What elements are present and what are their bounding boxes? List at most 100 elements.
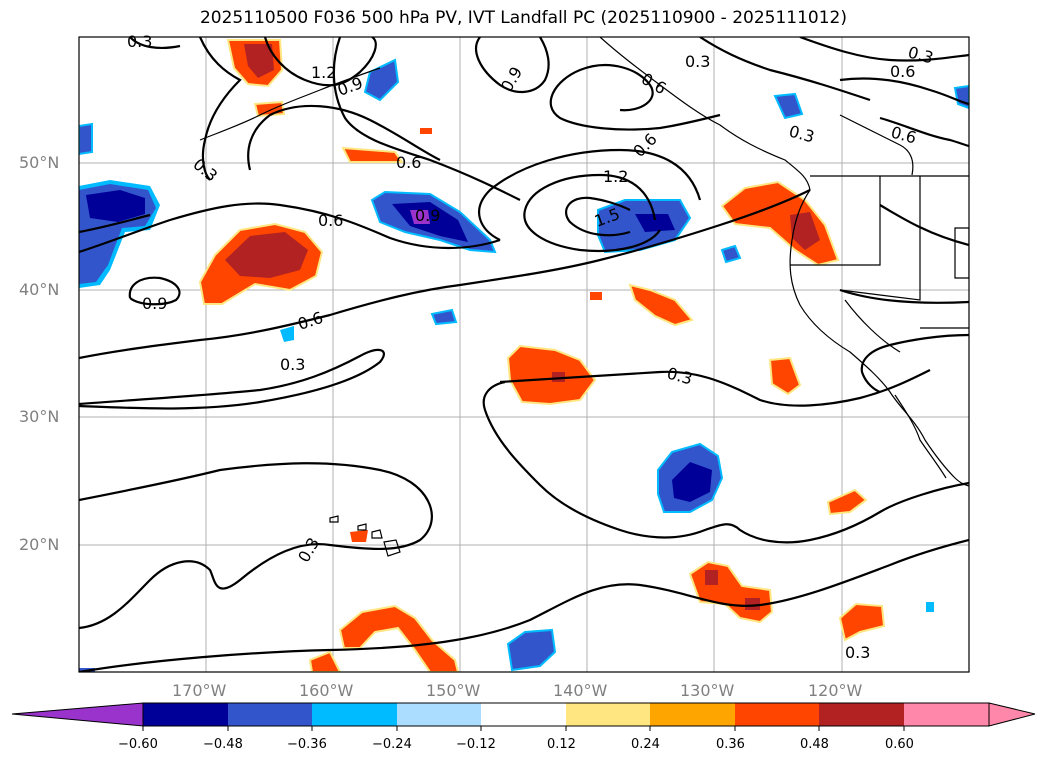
lon-label: 170°W <box>172 681 227 700</box>
colorbar-swatch <box>397 703 481 726</box>
contour-label: 0.9 <box>142 294 167 313</box>
anomaly-blob <box>244 44 274 78</box>
contour-line <box>79 538 969 672</box>
contour-line <box>247 104 441 171</box>
lon-label: 140°W <box>553 681 608 700</box>
island <box>329 515 339 523</box>
anomaly-blob <box>341 146 404 163</box>
contour-label: 0.3 <box>845 643 870 662</box>
north-america-coast <box>599 37 969 487</box>
anomaly-blob <box>338 604 460 672</box>
lon-label: 150°W <box>426 681 481 700</box>
colorbar-swatch <box>819 703 904 726</box>
lon-label: 160°W <box>299 681 354 700</box>
contour-line <box>79 202 501 254</box>
anomaly-blob <box>635 214 675 232</box>
positive-anomaly-fills <box>198 39 886 672</box>
coastlines <box>199 37 969 487</box>
contour-line <box>839 288 969 304</box>
contour-line <box>839 77 969 106</box>
contour-label: 0.9 <box>415 206 440 225</box>
anomaly-blob <box>773 92 804 120</box>
colorbar-swatch-max-extend <box>988 702 1036 727</box>
anomaly-blob <box>410 210 430 224</box>
colorbar-tick-label: −0.48 <box>203 737 243 752</box>
colorbar-tick-label: −0.24 <box>372 737 412 752</box>
contour-line <box>565 196 631 237</box>
contour-line <box>79 213 151 234</box>
colorbar-swatch <box>904 703 989 726</box>
colorbar-swatch <box>481 703 566 726</box>
lat-label: 50°N <box>19 153 60 172</box>
colorbar-swatch <box>228 703 312 726</box>
anomaly-blob <box>720 244 742 264</box>
contour-line <box>128 276 181 306</box>
anomaly-blob <box>768 356 802 396</box>
contour-line <box>860 333 969 394</box>
contour-line <box>879 204 969 247</box>
anomaly-blob <box>86 190 145 222</box>
contour-line <box>79 462 433 630</box>
contour-label: 0.6 <box>318 211 343 230</box>
negative-anomaly-fills <box>79 58 969 672</box>
map-frame <box>78 36 970 673</box>
contour-line <box>198 37 242 181</box>
contour-line <box>129 37 181 49</box>
contour-line <box>699 37 871 102</box>
colorbar-swatch <box>650 703 735 726</box>
colorbar-swatch-min-extend <box>11 702 144 727</box>
anomaly-blob <box>826 488 868 516</box>
anomaly-blob <box>506 344 597 406</box>
anomaly-blob <box>590 292 602 300</box>
pv-contours <box>79 37 969 672</box>
anomaly-blob <box>79 122 93 156</box>
anomaly-blob <box>838 602 886 642</box>
contour-line <box>79 189 811 360</box>
anomaly-blob <box>420 128 432 134</box>
colorbar-tick-label: 0.12 <box>547 737 576 752</box>
contour-label: 0.6 <box>396 153 421 172</box>
state-border <box>954 227 969 279</box>
baja-coast <box>894 394 947 479</box>
contour-line <box>474 37 550 93</box>
contour-label: 0.3 <box>127 32 152 51</box>
contour-line <box>478 148 702 241</box>
map-title: 2025110500 F036 500 hPa PV, IVT Landfall… <box>199 8 847 28</box>
colorbar-tick-label: 0.60 <box>885 737 914 752</box>
anomaly-blob <box>705 570 718 585</box>
contour-line <box>263 37 377 87</box>
anomaly-blob <box>628 283 694 327</box>
island <box>371 529 383 539</box>
lon-label: 120°W <box>808 681 863 700</box>
contour-label: 1.2 <box>311 63 336 82</box>
contour-line <box>523 173 661 252</box>
colorbar-swatch <box>143 703 228 726</box>
contour-label: 0.3 <box>685 52 710 71</box>
contour-line <box>499 369 931 407</box>
anomaly-blob <box>745 598 760 610</box>
contour-line <box>549 64 721 131</box>
state-border <box>844 299 901 353</box>
alaska-coast <box>199 67 381 141</box>
colorbar-swatch <box>566 703 650 726</box>
lat-label: 30°N <box>19 407 60 426</box>
contour-line <box>332 37 521 201</box>
anomaly-blob <box>430 308 458 326</box>
colorbar-tick-label: −0.12 <box>456 737 496 752</box>
contour-line <box>799 37 969 62</box>
lat-label: 20°N <box>19 535 60 554</box>
colorbar-tick-label: 0.48 <box>800 737 829 752</box>
contour-label: 1.2 <box>603 167 628 186</box>
canada-interior <box>839 114 914 176</box>
colorbar-tick-label: −0.36 <box>287 737 327 752</box>
contour-line <box>879 116 969 148</box>
contour-label: 0.3 <box>280 355 305 374</box>
anomaly-blob <box>506 628 557 672</box>
anomaly-blob <box>926 602 934 612</box>
island <box>383 539 401 557</box>
anomaly-blob <box>363 58 400 102</box>
anomaly-blob <box>672 462 712 502</box>
contour-line <box>79 348 385 410</box>
anomaly-blob <box>253 100 286 118</box>
